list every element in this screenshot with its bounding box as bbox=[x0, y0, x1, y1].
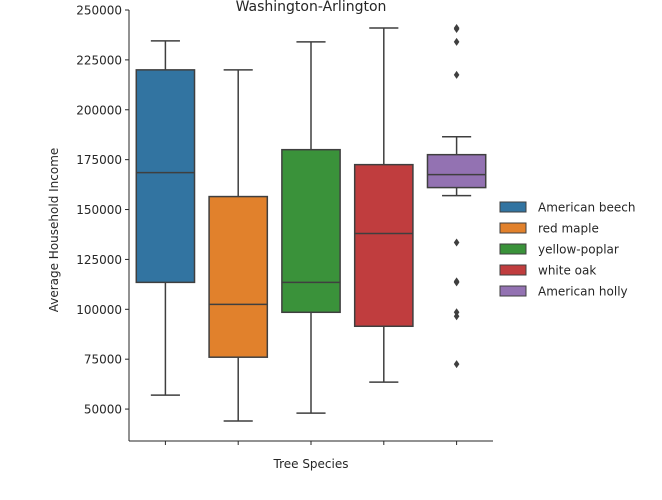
outlier-point bbox=[453, 238, 460, 247]
legend-swatch bbox=[499, 201, 527, 213]
x-axis-ticks bbox=[164, 441, 458, 445]
y-tick-label: 250000 bbox=[76, 4, 122, 18]
box-group bbox=[135, 40, 196, 396]
legend-swatch bbox=[499, 243, 527, 255]
outlier-point bbox=[453, 360, 460, 369]
outlier-point bbox=[453, 24, 460, 33]
legend-swatch bbox=[499, 285, 527, 297]
legend-label: American holly bbox=[538, 285, 628, 299]
plot-area bbox=[135, 23, 487, 422]
legend-label: yellow-poplar bbox=[538, 243, 619, 257]
y-tick-label: 150000 bbox=[76, 203, 122, 217]
y-tick-label: 175000 bbox=[76, 153, 122, 167]
y-tick-label: 200000 bbox=[76, 103, 122, 117]
legend-label: white oak bbox=[538, 264, 596, 278]
y-tick-label: 125000 bbox=[76, 253, 122, 267]
box-group bbox=[281, 41, 341, 414]
outlier-point bbox=[453, 70, 460, 79]
legend-label: American beech bbox=[538, 201, 636, 215]
iqr-box bbox=[353, 163, 414, 328]
outlier-point bbox=[453, 312, 460, 321]
iqr-box bbox=[208, 195, 269, 358]
y-tick-label: 100000 bbox=[76, 303, 122, 317]
y-axis-ticks: 50000 75000 100000 125000 150000 175000 200000… bbox=[76, 4, 129, 417]
iqr-box bbox=[426, 153, 487, 189]
box-group bbox=[353, 27, 414, 383]
box-group bbox=[208, 69, 269, 422]
outlier-point bbox=[453, 278, 460, 287]
y-axis-label: Average Household Income bbox=[47, 148, 61, 313]
y-tick-label: 50000 bbox=[84, 403, 122, 417]
legend-swatch bbox=[499, 222, 527, 234]
iqr-box bbox=[135, 69, 196, 284]
y-tick-label: 225000 bbox=[76, 53, 122, 67]
iqr-box bbox=[281, 148, 341, 314]
legend-label: red maple bbox=[538, 222, 599, 236]
legend: American beech red maple yellow-poplar whit… bbox=[499, 201, 636, 299]
x-axis-label: Tree Species bbox=[273, 457, 349, 471]
legend-swatch bbox=[499, 264, 527, 276]
y-tick-label: 75000 bbox=[84, 353, 122, 367]
outlier-point bbox=[453, 37, 460, 46]
box-group bbox=[426, 23, 487, 369]
chart-title: Washington-Arlington bbox=[236, 0, 387, 15]
